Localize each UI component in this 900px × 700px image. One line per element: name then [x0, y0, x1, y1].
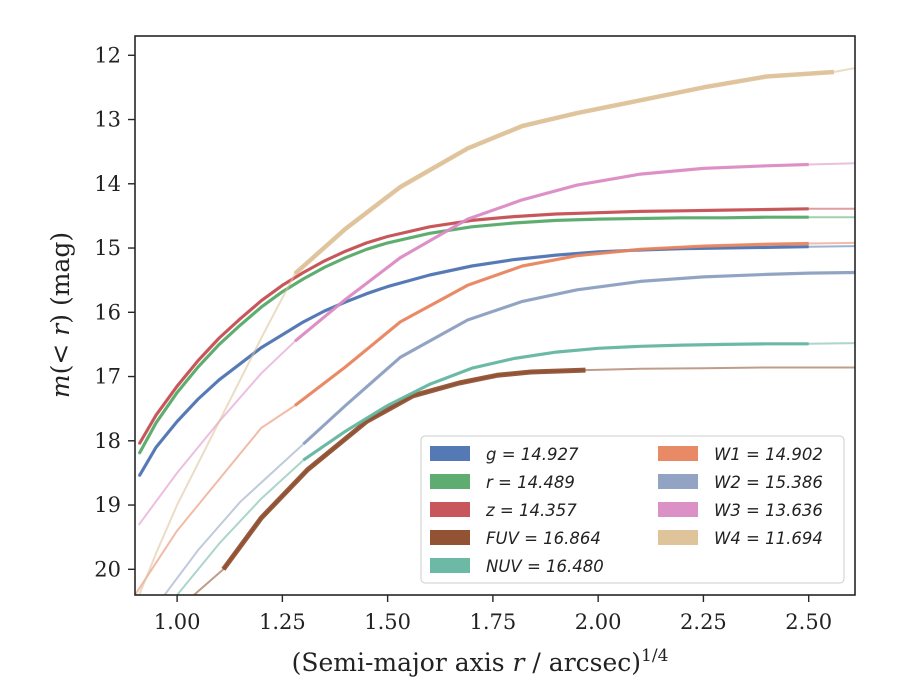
- y-tick-label: 18: [94, 429, 121, 453]
- legend-entry-z: z = 14.357: [430, 501, 577, 520]
- series-line-w4: [293, 69, 835, 276]
- series-line-fuv: [221, 367, 586, 571]
- y-tick-label: 12: [94, 43, 121, 67]
- legend: g = 14.927 r = 14.489 z = 14.357 FUV = 16.8…: [420, 435, 845, 584]
- series-line-w2: [302, 270, 855, 446]
- x-tick-label: 2.50: [785, 610, 832, 634]
- y-tick-label: 15: [94, 236, 121, 260]
- series-line-nuv: [302, 342, 809, 462]
- legend-swatch: [430, 474, 470, 489]
- legend-swatch: [430, 558, 470, 573]
- y-tick-label: 17: [94, 365, 121, 389]
- x-tick-label: 1.50: [364, 610, 411, 634]
- legend-entry-w3: W3 = 13.636: [658, 501, 823, 520]
- legend-label: NUV = 16.480: [486, 557, 604, 576]
- y-tick-label: 14: [94, 172, 121, 196]
- y-tick-label: 13: [94, 108, 121, 132]
- legend-swatch: [430, 446, 470, 461]
- series-line-w3: [293, 162, 809, 343]
- x-tick-label: 2.25: [680, 610, 727, 634]
- legend-entry-w4: W4 = 11.694: [658, 529, 823, 548]
- legend-swatch: [658, 530, 698, 545]
- legend-label: W2 = 15.386: [714, 473, 823, 492]
- x-tick-label: 1.75: [470, 610, 517, 634]
- x-tick-label: 1.25: [259, 610, 306, 634]
- y-axis-label: m(< r) (mag): [46, 232, 75, 398]
- series-line-z: [137, 207, 809, 445]
- legend-entry-w1: W1 = 14.902: [658, 445, 823, 464]
- y-tick-label: 19: [94, 493, 121, 517]
- legend-label: W4 = 11.694: [714, 529, 823, 548]
- y-tick-label: 20: [94, 557, 121, 581]
- x-tick-label: 1.00: [154, 610, 201, 634]
- legend-swatch: [658, 474, 698, 489]
- legend-entry-r: r = 14.489: [430, 473, 575, 492]
- y-tick-label: 16: [94, 300, 121, 324]
- legend-entry-fuv: FUV = 16.864: [430, 529, 601, 548]
- series-line-w1: [294, 241, 809, 407]
- x-axis-label: (Semi-major axis r / arcsec)1/4: [292, 646, 669, 677]
- legend-label: g = 14.927: [486, 445, 579, 464]
- legend-label: z = 14.357: [485, 501, 577, 520]
- legend-entry-nuv: NUV = 16.480: [430, 557, 604, 576]
- legend-label: r = 14.489: [486, 473, 575, 492]
- y-axis: 12 13 14 15 16 17 18 19 20: [94, 43, 135, 581]
- legend-label: FUV = 16.864: [486, 529, 601, 548]
- x-axis: 1.00 1.25 1.50 1.75 2.00 2.25 2.50: [154, 595, 832, 634]
- legend-label: W3 = 13.636: [714, 501, 823, 520]
- legend-swatch: [658, 502, 698, 517]
- legend-swatch: [430, 530, 470, 545]
- legend-entry-w2: W2 = 15.386: [658, 473, 823, 492]
- legend-label: W1 = 14.902: [714, 445, 823, 464]
- legend-swatch: [430, 502, 470, 517]
- series-line-r: [137, 215, 809, 455]
- plot-frame: [134, 35, 856, 596]
- legend-swatch: [658, 446, 698, 461]
- x-tick-label: 2.00: [575, 610, 622, 634]
- series-layer: [135, 67, 855, 595]
- legend-entry-g: g = 14.927: [430, 445, 579, 464]
- legend-box: [420, 435, 845, 584]
